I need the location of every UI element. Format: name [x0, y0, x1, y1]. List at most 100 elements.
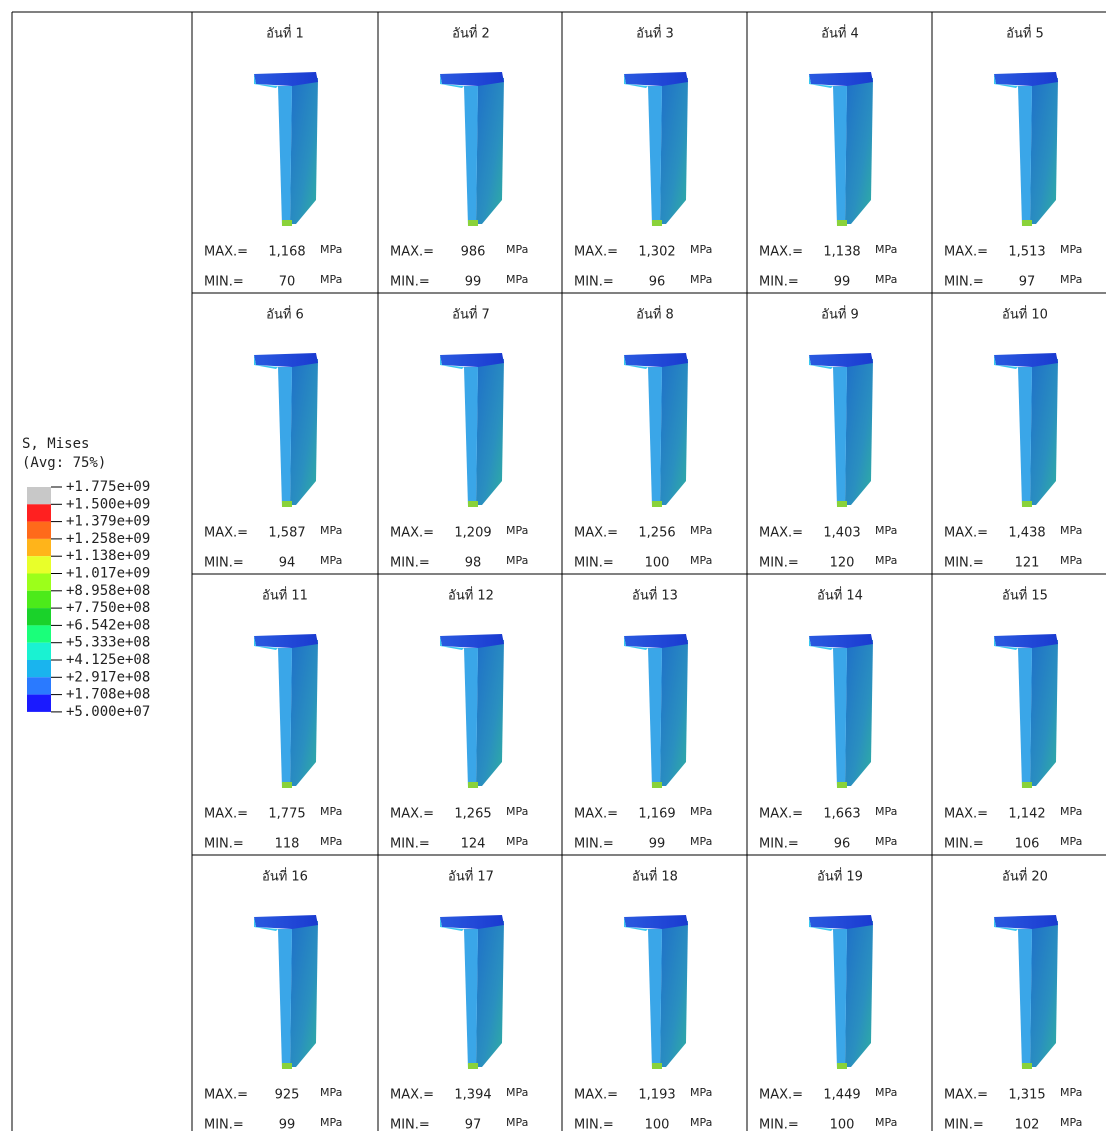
beam-end	[837, 782, 847, 788]
max-value: 1,138	[823, 245, 860, 260]
cell: อันที่ 14 MAX.= 1,663 MPa MIN.= 96 MPa	[759, 587, 897, 852]
max-value: 1,315	[1008, 1088, 1045, 1103]
beam-flange-edge	[809, 636, 833, 650]
cell: อันที่ 3 MAX.= 1,302 MPa MIN.= 96 MPa	[574, 25, 712, 290]
unit: MPa	[320, 1116, 342, 1129]
beam-web	[476, 78, 504, 224]
cell: อันที่ 15 MAX.= 1,142 MPa MIN.= 106 MPa	[944, 587, 1082, 852]
beam-flange-edge	[254, 917, 278, 931]
max-value: 1,265	[454, 807, 491, 822]
beam-flange	[994, 634, 1058, 648]
beam-web	[290, 640, 318, 786]
cell: อันที่ 16 MAX.= 925 MPa MIN.= 99 MPa	[204, 868, 342, 1133]
cell: อันที่ 18 MAX.= 1,193 MPa MIN.= 100 MPa	[574, 868, 712, 1133]
cell: อันที่ 19 MAX.= 1,449 MPa MIN.= 100 MPa	[759, 868, 897, 1133]
max-value: 1,438	[1008, 526, 1045, 541]
beam-side	[833, 648, 847, 788]
cell-title: อันที่ 8	[636, 306, 674, 323]
beam-side	[464, 367, 478, 507]
legend-swatch	[27, 608, 51, 626]
beam-image	[624, 634, 688, 788]
max-label: MAX.=	[944, 526, 988, 541]
beam-flange	[809, 72, 873, 86]
unit: MPa	[1060, 805, 1082, 818]
max-value: 1,209	[454, 526, 491, 541]
unit: MPa	[1060, 524, 1082, 537]
min-label: MIN.=	[944, 275, 984, 290]
legend-swatch	[27, 694, 51, 712]
cell: อันที่ 4 MAX.= 1,138 MPa MIN.= 99 MPa	[759, 25, 897, 290]
max-label: MAX.=	[204, 245, 248, 260]
beam-end	[837, 501, 847, 507]
max-value: 1,403	[823, 526, 860, 541]
beam-flange-edge	[809, 917, 833, 931]
min-label: MIN.=	[204, 837, 244, 852]
beam-side	[833, 929, 847, 1069]
min-value: 98	[465, 556, 482, 571]
beam-side	[464, 648, 478, 788]
max-label: MAX.=	[759, 245, 803, 260]
beam-flange-edge	[809, 355, 833, 369]
beam-web	[845, 78, 873, 224]
beam-end	[837, 220, 847, 226]
legend-swatch	[27, 642, 51, 660]
beam-side	[278, 86, 292, 226]
min-value: 99	[834, 275, 851, 290]
legend-swatch	[27, 660, 51, 678]
beam-end	[1022, 220, 1032, 226]
beam-flange-edge	[254, 74, 278, 88]
beam-image	[254, 915, 318, 1069]
unit: MPa	[875, 554, 897, 567]
beam-image	[624, 353, 688, 507]
min-label: MIN.=	[759, 837, 799, 852]
min-value: 100	[645, 556, 670, 571]
min-value: 99	[649, 837, 666, 852]
beam-flange-edge	[994, 74, 1018, 88]
beam-image	[809, 72, 873, 226]
unit: MPa	[690, 273, 712, 286]
max-value: 1,256	[638, 526, 675, 541]
beam-flange-edge	[624, 917, 648, 931]
legend-label: +1.708e+08	[66, 687, 150, 703]
beam-flange	[254, 72, 318, 86]
unit: MPa	[506, 524, 528, 537]
beam-image	[994, 72, 1058, 226]
beam-side	[648, 367, 662, 507]
legend-label: +1.379e+09	[66, 514, 150, 530]
beam-flange	[624, 353, 688, 367]
beam-web	[660, 78, 688, 224]
cell-title: อันที่ 15	[1002, 587, 1048, 604]
beam-flange-edge	[994, 636, 1018, 650]
beam-flange	[440, 634, 504, 648]
legend-label: +6.542e+08	[66, 617, 150, 633]
unit: MPa	[506, 1116, 528, 1129]
beam-flange-edge	[994, 355, 1018, 369]
beam-flange	[440, 353, 504, 367]
min-label: MIN.=	[204, 1118, 244, 1132]
cell: อันที่ 2 MAX.= 986 MPa MIN.= 99 MPa	[390, 25, 528, 290]
beam-web	[1030, 78, 1058, 224]
min-label: MIN.=	[944, 1118, 984, 1132]
beam-image	[440, 72, 504, 226]
beam-flange-edge	[624, 355, 648, 369]
legend-title: S, Mises	[22, 436, 89, 452]
beam-flange	[994, 915, 1058, 929]
min-value: 97	[465, 1118, 482, 1132]
beam-flange	[254, 634, 318, 648]
min-value: 100	[830, 1118, 855, 1132]
cell: อันที่ 8 MAX.= 1,256 MPa MIN.= 100 MPa	[574, 306, 712, 571]
unit: MPa	[875, 1116, 897, 1129]
max-label: MAX.=	[390, 1088, 434, 1103]
max-label: MAX.=	[390, 526, 434, 541]
beam-flange-edge	[440, 355, 464, 369]
unit: MPa	[690, 1086, 712, 1099]
min-label: MIN.=	[204, 556, 244, 571]
cell-title: อันที่ 1	[266, 25, 304, 42]
beam-flange	[440, 72, 504, 86]
beam-flange-edge	[440, 917, 464, 931]
min-label: MIN.=	[390, 1118, 430, 1132]
unit: MPa	[506, 1086, 528, 1099]
legend-label: +1.775e+09	[66, 479, 150, 495]
beam-image	[440, 634, 504, 788]
beam-end	[468, 220, 478, 226]
